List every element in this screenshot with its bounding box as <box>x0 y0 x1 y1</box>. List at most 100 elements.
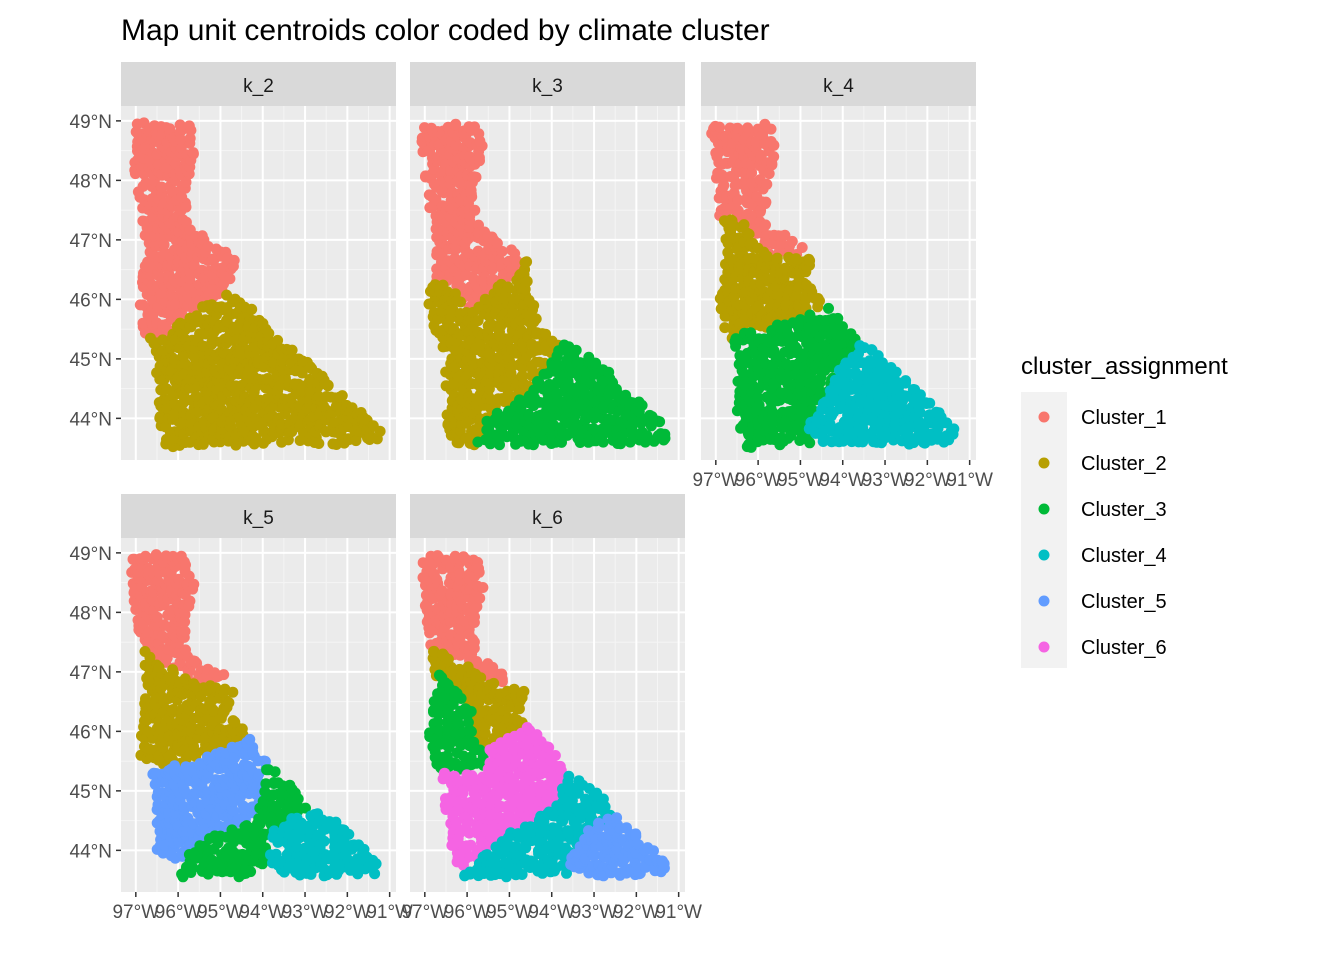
centroid-point <box>597 436 609 448</box>
centroid-point <box>483 383 495 395</box>
centroid-point <box>554 760 566 772</box>
centroid-point <box>169 408 181 420</box>
centroid-point <box>228 254 240 266</box>
centroid-point <box>588 423 600 435</box>
centroid-point <box>933 407 945 419</box>
x-tick-label: 92°W <box>904 470 951 491</box>
centroid-point <box>719 322 731 334</box>
facet-strip <box>121 62 396 106</box>
facet-panel-k_3: k_3 <box>410 62 685 460</box>
centroid-point <box>779 229 791 241</box>
centroid-point <box>188 578 200 590</box>
facet-strip-label: k_5 <box>243 508 274 529</box>
facet-strip-label: k_2 <box>243 76 274 97</box>
centroid-point <box>474 592 486 604</box>
centroid-point <box>759 220 771 232</box>
centroid-point <box>179 625 191 637</box>
centroid-point <box>184 132 196 144</box>
centroid-point <box>760 196 772 208</box>
centroid-point <box>223 697 235 709</box>
centroid-point <box>185 124 197 136</box>
centroid-point <box>474 339 486 351</box>
centroid-point <box>948 423 960 435</box>
centroid-point <box>765 136 777 147</box>
centroid-point <box>488 677 500 689</box>
centroid-point <box>257 318 269 329</box>
centroid-points <box>416 118 671 451</box>
centroid-point <box>746 167 758 179</box>
centroid-point <box>451 295 463 306</box>
centroid-point <box>765 123 777 135</box>
facet-panel-k_2: k_244°N45°N46°N47°N48°N49°N <box>70 62 396 460</box>
centroid-point <box>477 582 489 593</box>
centroid-point <box>318 400 329 412</box>
x-tick-label: 96°W <box>735 470 782 491</box>
x-tick-label: 95°W <box>777 470 824 491</box>
y-tick-label: 48°N <box>70 171 112 192</box>
centroid-point <box>137 299 149 311</box>
centroid-point <box>286 783 298 795</box>
centroid-point <box>180 176 192 188</box>
centroid-point <box>227 686 239 698</box>
centroid-point <box>468 642 480 654</box>
centroid-point <box>890 366 902 378</box>
centroid-point <box>180 201 192 213</box>
centroid-point <box>442 653 454 665</box>
x-tick-label: 93°W <box>862 470 909 491</box>
centroid-point <box>244 733 256 745</box>
x-tick-label: 91°W <box>946 470 993 491</box>
y-tick-label: 46°N <box>70 722 112 743</box>
x-tick-label: 96°W <box>155 902 202 923</box>
centroid-point <box>187 147 199 159</box>
centroid-point <box>461 370 473 382</box>
centroid-point <box>170 298 182 310</box>
y-tick-label: 48°N <box>70 603 112 624</box>
centroid-point <box>156 181 168 193</box>
centroid-point <box>189 655 201 667</box>
centroid-point <box>483 347 495 359</box>
centroid-point <box>763 168 775 180</box>
x-tick-label: 94°W <box>819 470 866 491</box>
centroid-point <box>475 672 487 684</box>
centroid-point <box>732 205 744 217</box>
centroid-point <box>269 766 281 778</box>
centroid-point <box>743 228 755 240</box>
centroid-point <box>153 661 165 673</box>
centroid-point <box>180 559 191 571</box>
centroid-point <box>469 121 480 133</box>
y-tick-label: 44°N <box>70 841 112 862</box>
centroid-point <box>465 706 477 717</box>
x-tick-label: 97°W <box>692 470 739 491</box>
centroid-point <box>139 646 151 657</box>
x-tick-label: 95°W <box>197 902 244 923</box>
centroid-point <box>590 357 602 369</box>
centroid-point <box>313 391 325 402</box>
centroid-points <box>706 118 960 453</box>
centroid-point <box>588 368 600 380</box>
centroid-point <box>812 293 824 304</box>
centroid-point <box>574 357 586 369</box>
centroid-point <box>262 373 274 384</box>
centroid-point <box>507 307 519 319</box>
centroid-point <box>750 136 762 148</box>
y-tick-label: 47°N <box>70 231 112 252</box>
centroid-point <box>570 344 582 356</box>
centroid-point <box>603 366 615 378</box>
centroid-point <box>263 327 275 339</box>
centroid-point <box>549 750 561 761</box>
centroid-point <box>336 390 348 402</box>
centroid-point <box>322 379 334 391</box>
centroid-point <box>768 151 780 163</box>
x-tick-label: 93°W <box>282 902 329 923</box>
centroid-point <box>431 574 443 586</box>
facet-panels: k_244°N45°N46°N47°N48°N49°Nk_3 k_497°W96°… <box>70 62 993 923</box>
centroid-point <box>517 370 529 382</box>
x-tick-label: 94°W <box>239 902 286 923</box>
y-tick-label: 45°N <box>70 782 112 803</box>
centroid-point <box>167 667 179 679</box>
centroid-point <box>732 194 744 206</box>
centroid-point <box>175 134 187 146</box>
centroid-point <box>245 866 257 878</box>
centroid-point <box>218 669 230 681</box>
